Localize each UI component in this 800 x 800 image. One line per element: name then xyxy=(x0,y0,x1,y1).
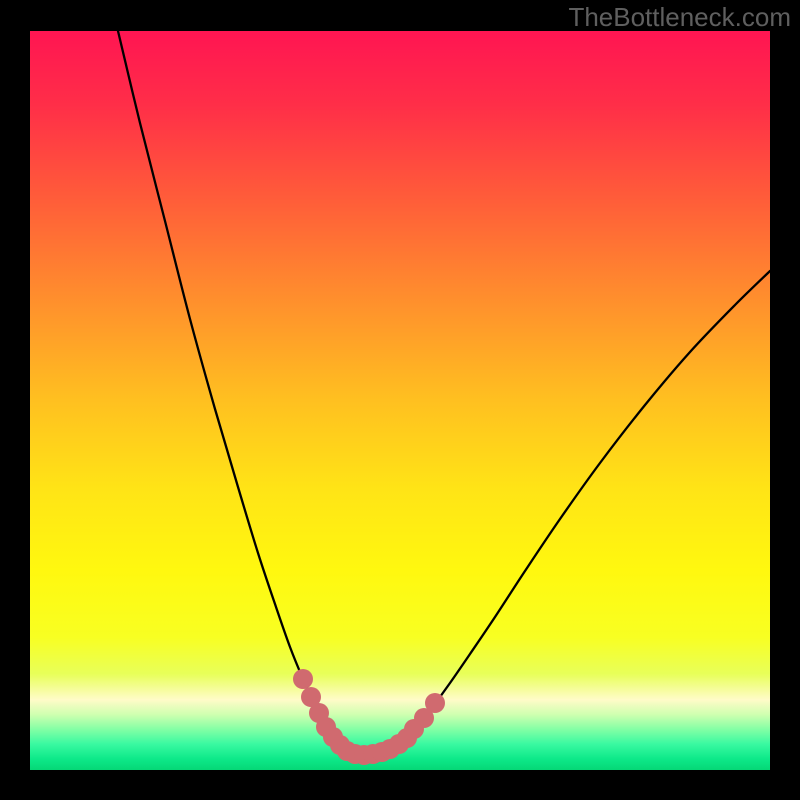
chart-root: TheBottleneck.com xyxy=(0,0,800,800)
plot-area xyxy=(30,31,770,770)
watermark-text: TheBottleneck.com xyxy=(568,2,791,33)
data-marker xyxy=(293,669,313,689)
data-marker xyxy=(425,693,445,713)
markers-layer xyxy=(30,31,770,770)
